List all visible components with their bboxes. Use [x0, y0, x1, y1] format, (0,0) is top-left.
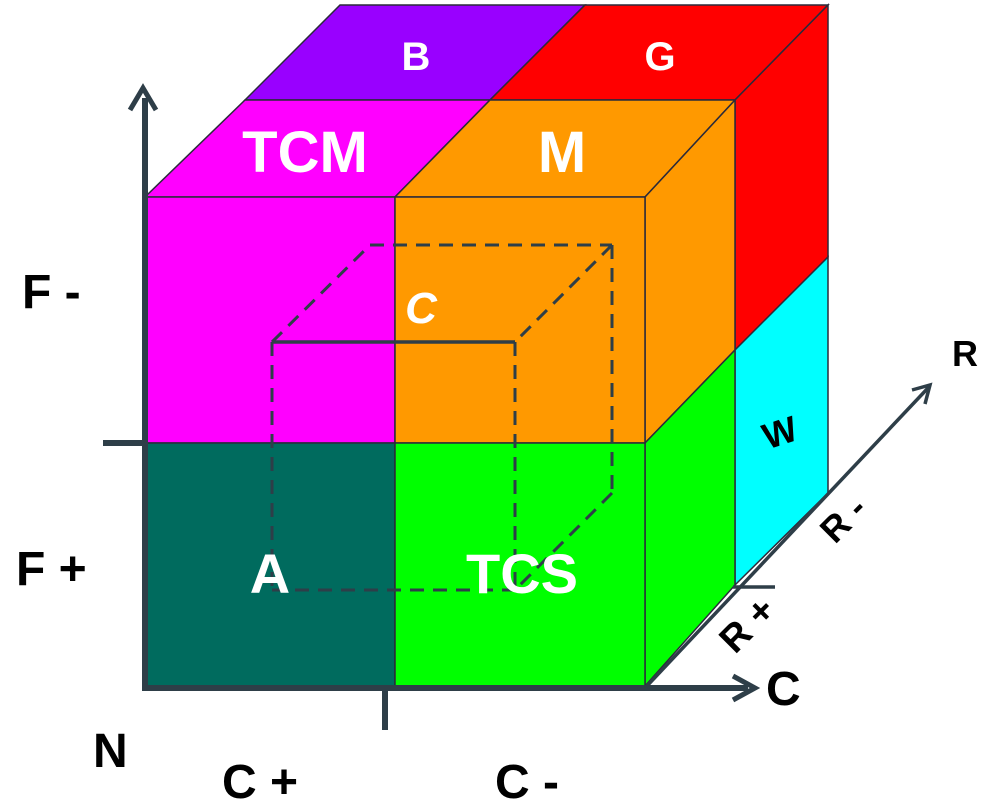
region-tcs-front-face: [394, 442, 646, 687]
region-tcm-front-face: [144, 196, 396, 444]
axis-label-c-minus: C -: [495, 756, 559, 804]
axis-label-f-minus: F -: [22, 266, 81, 319]
label-c-center: C: [405, 284, 438, 333]
vertical-axis: [127, 83, 159, 688]
axis-label-r-arrow: R: [952, 333, 978, 374]
inner-cube-hidden-edges: [270, 243, 614, 592]
axis-label-c-plus: C +: [222, 756, 298, 804]
label-tcs: TCS: [466, 542, 578, 605]
label-m: M: [538, 120, 586, 185]
region-m-front-face: [394, 196, 646, 444]
depth-axis: [643, 382, 933, 690]
label-b: B: [402, 35, 431, 79]
axis-label-n: N: [93, 725, 128, 778]
axis-label-c-arrow: C: [766, 663, 801, 716]
axis-label-f-plus: F +: [16, 543, 87, 596]
label-tcm: TCM: [242, 120, 368, 185]
label-a: A: [250, 542, 290, 605]
label-g: G: [644, 35, 675, 79]
